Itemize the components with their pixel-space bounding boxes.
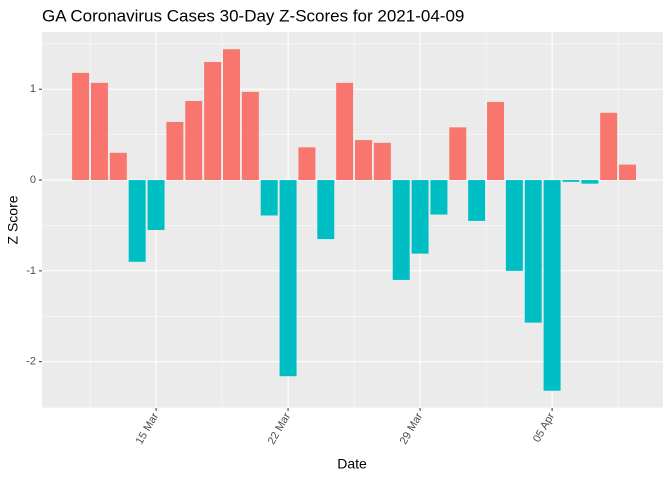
bar xyxy=(355,140,372,181)
x-axis-label: Date xyxy=(337,456,367,472)
bar xyxy=(336,82,354,181)
bar xyxy=(524,180,542,323)
bar xyxy=(279,180,297,377)
bar xyxy=(411,180,429,254)
bar xyxy=(260,180,278,216)
bar xyxy=(562,180,580,182)
y-axis-label: Z Score xyxy=(5,195,21,244)
x-tick-label: 22 Mar xyxy=(266,411,294,447)
bar xyxy=(373,142,391,181)
bar xyxy=(109,152,127,181)
bar xyxy=(128,180,146,262)
bar xyxy=(166,121,184,181)
x-tick-label: 29 Mar xyxy=(398,411,426,447)
bar xyxy=(430,180,448,215)
bar xyxy=(147,180,165,230)
bar xyxy=(298,147,316,181)
x-tick-label: 05 Apr xyxy=(531,411,557,445)
bar xyxy=(487,101,505,181)
chart-title: GA Coronavirus Cases 30-Day Z-Scores for… xyxy=(42,6,464,25)
bar xyxy=(185,101,203,181)
y-tick-label: 1 xyxy=(30,83,36,95)
bar xyxy=(543,180,561,391)
x-tick-label: 15 Mar xyxy=(134,411,162,447)
bar xyxy=(204,61,222,181)
bar xyxy=(449,127,467,181)
y-tick-label: -2 xyxy=(26,356,36,368)
bar xyxy=(468,180,486,221)
bar xyxy=(90,82,108,181)
bar xyxy=(317,180,335,240)
y-tick-label: 0 xyxy=(30,174,36,186)
bar xyxy=(241,91,259,181)
y-tick-label: -1 xyxy=(26,265,36,277)
bar xyxy=(72,72,90,181)
bar xyxy=(392,180,410,280)
bar xyxy=(619,164,637,181)
bar xyxy=(600,112,618,181)
bar xyxy=(222,49,240,181)
bar xyxy=(581,180,599,184)
bar xyxy=(505,180,523,271)
